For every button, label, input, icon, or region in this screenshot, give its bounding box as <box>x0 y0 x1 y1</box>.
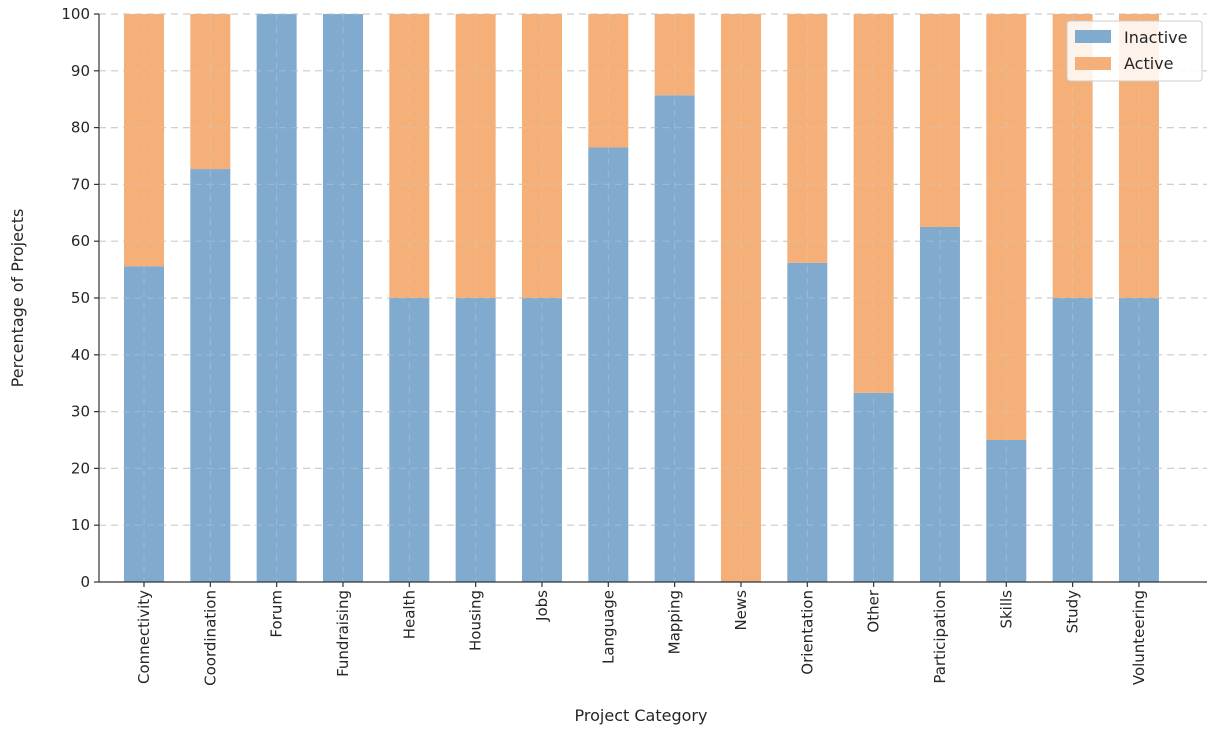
x-tick-label-news: News <box>732 590 750 631</box>
bars <box>124 14 1159 583</box>
bar-inactive-study <box>1052 298 1093 582</box>
legend-label-active: Active <box>1124 54 1174 73</box>
legend-swatch-active <box>1075 57 1111 70</box>
bar-inactive-health <box>389 298 430 582</box>
y-tick-label-40: 40 <box>71 346 90 364</box>
legend-label-inactive: Inactive <box>1124 28 1188 47</box>
y-tick-label-30: 30 <box>71 403 90 421</box>
x-tick-label-jobs: Jobs <box>533 590 551 622</box>
y-ticks: 0 10 20 30 40 50 60 70 80 90 100 <box>61 5 99 591</box>
x-ticks: Connectivity Coordination Forum Fundraising… <box>135 582 1148 686</box>
bar-inactive-fundraising <box>322 14 363 582</box>
bar-inactive-other <box>853 392 894 582</box>
y-tick-label-90: 90 <box>71 62 90 80</box>
bar-active-language <box>588 14 629 148</box>
y-tick-label-20: 20 <box>71 459 90 477</box>
bar-active-coordination <box>190 14 231 170</box>
x-tick-label-connectivity: Connectivity <box>135 590 153 684</box>
bar-active-housing <box>455 14 496 298</box>
y-axis-title: Percentage of Projects <box>8 209 27 388</box>
bar-inactive-mapping <box>654 95 695 582</box>
x-tick-label-participation: Participation <box>931 590 949 684</box>
bar-active-other <box>853 14 894 393</box>
x-tick-label-volunteering: Volunteering <box>1130 590 1148 685</box>
y-tick-label-0: 0 <box>80 573 90 591</box>
bar-active-skills <box>986 14 1027 440</box>
y-tick-label-60: 60 <box>71 232 90 250</box>
bar-active-participation <box>919 14 960 227</box>
bar-active-connectivity <box>124 14 164 267</box>
bar-inactive-jobs <box>521 298 562 582</box>
x-tick-label-fundraising: Fundraising <box>334 590 352 677</box>
x-tick-label-housing: Housing <box>467 590 485 651</box>
bar-inactive-skills <box>986 440 1027 582</box>
x-axis-title: Project Category <box>575 706 708 725</box>
bar-inactive-language <box>588 147 629 583</box>
x-tick-label-mapping: Mapping <box>666 590 684 654</box>
legend-swatch-inactive <box>1075 30 1111 43</box>
x-tick-label-other: Other <box>865 589 883 632</box>
legend: Inactive Active <box>1066 20 1203 82</box>
y-tick-label-70: 70 <box>71 175 90 193</box>
x-tick-label-skills: Skills <box>997 590 1015 629</box>
bar-inactive-volunteering <box>1118 298 1159 582</box>
x-tick-label-language: Language <box>599 590 617 664</box>
bar-active-orientation <box>787 14 828 263</box>
x-tick-label-forum: Forum <box>268 590 286 638</box>
x-tick-label-study: Study <box>1064 590 1082 633</box>
bar-inactive-forum <box>256 14 297 582</box>
y-tick-label-10: 10 <box>71 516 90 534</box>
bar-inactive-coordination <box>190 169 231 582</box>
gridlines-overlay <box>99 13 1207 582</box>
bar-active-jobs <box>521 14 562 298</box>
bar-inactive-connectivity <box>124 266 164 582</box>
bar-inactive-housing <box>455 298 496 582</box>
y-tick-label-80: 80 <box>71 119 90 137</box>
bar-inactive-participation <box>919 227 960 582</box>
y-tick-label-100: 100 <box>61 5 90 23</box>
bar-active-news <box>720 14 761 582</box>
x-tick-label-health: Health <box>400 590 418 639</box>
bar-inactive-orientation <box>787 262 828 582</box>
y-tick-label-50: 50 <box>71 289 90 307</box>
bar-active-health <box>389 14 430 298</box>
x-tick-label-orientation: Orientation <box>798 590 816 675</box>
bar-active-mapping <box>654 14 695 96</box>
x-tick-label-coordination: Coordination <box>201 590 219 686</box>
